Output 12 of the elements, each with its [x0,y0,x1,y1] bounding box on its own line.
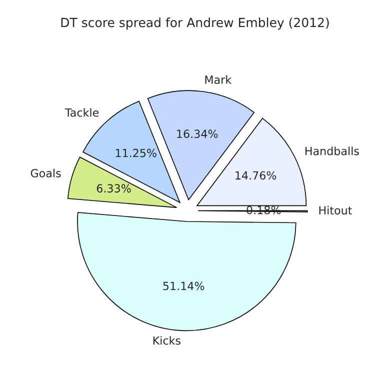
data-label: 14.76% [236,171,276,180]
chart-title: DT score spread for Andrew Embley (2012) [61,18,329,30]
data-label: 16.34% [177,130,218,138]
data-label: 6.33% [96,184,131,193]
slice-label: Tackle [64,108,99,117]
slice-label: Goals [30,168,61,178]
slice-label: Mark [205,75,232,84]
slice-label: Handballs [305,146,359,156]
slice-label: Kicks [153,336,180,345]
slice-label: Hitout [319,206,352,215]
data-label: 51.14% [163,282,204,290]
data-label: 11.25% [116,148,156,158]
